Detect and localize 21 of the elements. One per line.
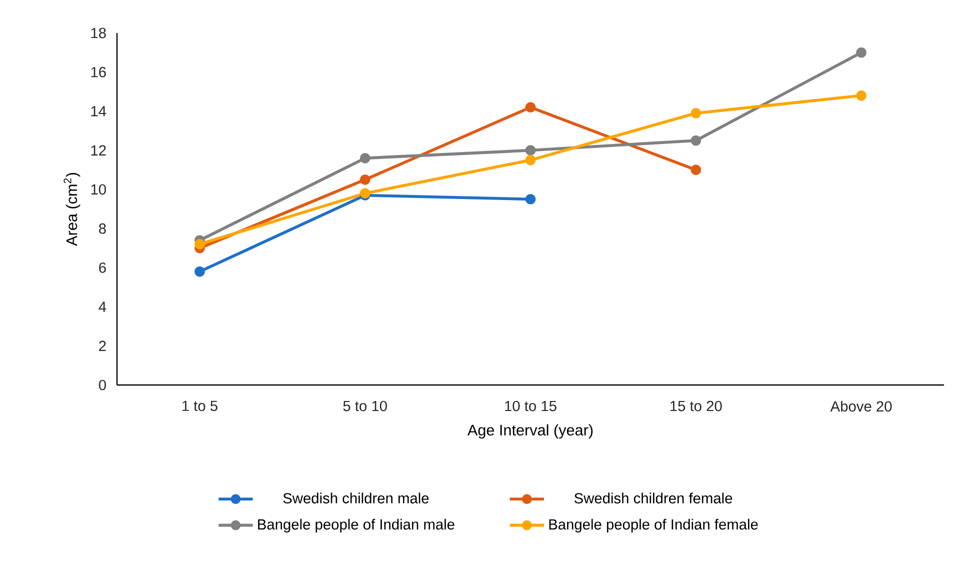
legend-label: Swedish children male <box>283 492 429 504</box>
y-tick-label: 18 <box>91 28 106 38</box>
legend-label: Swedish children female <box>574 492 732 504</box>
y-tick-label: 12 <box>91 145 106 156</box>
x-tick-label: 10 to 15 <box>505 400 556 412</box>
y-tick-label: 14 <box>91 106 106 116</box>
y-tick-label: 16 <box>91 66 106 78</box>
x-tick-label: 15 to 20 <box>670 400 722 412</box>
x-axis-title: Age Interval (year) <box>467 424 593 439</box>
x-tick-label: Above 20 <box>830 400 892 412</box>
legend-label: Bangele people of Indian female <box>549 518 758 532</box>
y-axis-title: Area (cm$^{2}$) <box>64 172 80 246</box>
legend-label: Bangele people of Indian male <box>258 518 454 532</box>
y-tick-label: 8 <box>98 223 106 234</box>
y-tick-label: 0 <box>98 380 106 390</box>
x-tick-label: 1 to 5 <box>182 400 218 412</box>
y-tick-label: 4 <box>98 302 106 312</box>
x-tick-label: 5 to 10 <box>343 400 387 412</box>
y-tick-label: 10 <box>91 184 106 195</box>
y-tick-label: 6 <box>99 262 106 273</box>
y-tick-label: 2 <box>99 340 106 351</box>
